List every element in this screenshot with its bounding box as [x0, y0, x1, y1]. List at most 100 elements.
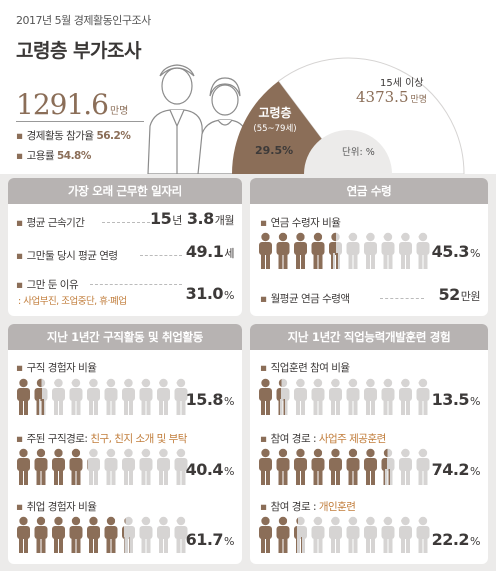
person-icon [276, 232, 290, 269]
elderly-population-unit: 만명 [109, 106, 129, 117]
unit-note: 단위: % [342, 147, 375, 158]
row-training-personal-value: 22.2% [432, 530, 481, 549]
person-icon [139, 516, 153, 553]
person-icon [399, 232, 412, 269]
row-pension-amount-value: 52만원 [438, 285, 480, 304]
row-search-route-value: 40.4% [186, 460, 235, 479]
donut-rest-label: 15세 이상 [380, 78, 424, 89]
row-accent-text: 친구, 친지 소개 및 부탁 [90, 433, 187, 445]
bullet-icon: ▪ [16, 279, 23, 291]
value-unit: % [470, 465, 480, 478]
stat-participation: ▪ 경제활동 참가율 56.2% [16, 128, 131, 143]
person-icon [364, 448, 377, 485]
pension-ratio-people [259, 232, 430, 269]
panel-title: 연금 수령 [250, 178, 488, 204]
person-icon [157, 516, 170, 553]
bullet-icon: ▪ [260, 433, 267, 445]
panel-title: 지난 1년간 구직활동 및 취업활동 [8, 324, 242, 350]
person-icon [416, 232, 430, 269]
person-icon [276, 516, 290, 553]
bullet-icon: ▪ [16, 501, 23, 513]
donut-rest-slice [277, 57, 465, 174]
value-number: 13.5 [431, 390, 470, 409]
bullet-icon: ▪ [16, 217, 23, 229]
value-number: 31.0 [185, 284, 224, 303]
person-icon [139, 378, 153, 415]
bullet-icon: ▪ [260, 501, 267, 513]
person-icon [416, 516, 430, 553]
person-icon [416, 378, 430, 415]
person-icon [34, 516, 48, 553]
person-icon [399, 448, 412, 485]
header-section: 2017년 5월 경제활동인구조사 고령층 부가조사 1291.6 만명 ▪ 경제활… [0, 0, 496, 174]
row-age-value: 49.1세 [185, 242, 235, 261]
page-title: 고령층 부가조사 [16, 40, 141, 62]
value-unit: 년 [172, 214, 182, 227]
panel-title: 가장 오래 근무한 일자리 [8, 178, 242, 204]
donut-rest-number: 4373.5 [356, 88, 409, 106]
value-number: 49.1 [185, 242, 224, 261]
bullet-icon: ▪ [16, 150, 23, 162]
person-icon [157, 448, 170, 485]
person-icon [174, 516, 188, 553]
person-icon [311, 232, 325, 269]
row-search-ratio-label: ▪ 구직 경험자 비율 [16, 360, 97, 375]
elderly-population: 1291.6 만명 [16, 88, 128, 121]
dotted-leader [380, 298, 424, 299]
person-icon [174, 378, 188, 415]
person-icon [364, 378, 377, 415]
person-icon [329, 378, 342, 415]
person-icon [69, 378, 83, 415]
value-number: 61.7 [185, 530, 224, 549]
person-icon [69, 516, 83, 553]
donut-rest-value: 4373.5 만명 [356, 88, 427, 106]
row-label-text: 월평균 연금 수령액 [270, 293, 350, 305]
panel-job-search: 지난 1년간 구직활동 및 취업활동 ▪ 구직 경험자 비율 15.8% ▪ 주된 … [8, 324, 242, 564]
person-icon [381, 516, 395, 553]
person-icon [104, 378, 118, 415]
stat-value: 54.8% [56, 150, 91, 162]
person-icon [17, 378, 30, 415]
row-tenure-value: 15년 3.8개월 [150, 209, 235, 228]
person-icon [17, 516, 30, 553]
person-icon [276, 448, 290, 485]
bullet-icon: ▪ [260, 217, 267, 229]
value-number: 52 [438, 285, 460, 304]
value-unit: 개월 [214, 214, 235, 227]
training-employer-people [259, 448, 430, 485]
person-icon [346, 378, 360, 415]
search-ratio-people [17, 378, 188, 415]
row-accent-text: 사업주 제공훈련 [318, 433, 386, 445]
row-label-text: 평균 근속기간 [26, 217, 85, 229]
value-unit: % [470, 247, 480, 260]
row-training-employer-value: 74.2% [432, 460, 481, 479]
donut-slice-sub: (55~79세) [253, 124, 297, 134]
training-personal-people [259, 516, 430, 553]
bullet-icon: ▪ [16, 362, 23, 374]
person-icon [294, 232, 307, 269]
person-icon [364, 232, 377, 269]
value-number: 3.8 [186, 209, 214, 228]
bullet-icon: ▪ [16, 130, 23, 142]
person-icon [34, 448, 48, 485]
person-icon [311, 378, 325, 415]
bullet-icon: ▪ [16, 433, 23, 445]
donut-slice-percent: 29.5% [255, 144, 294, 157]
row-label-text: 참여 경로 : [270, 501, 317, 513]
bullet-icon: ▪ [260, 293, 267, 305]
row-label-text: 그만 둔 이유 [26, 279, 79, 291]
person-icon [399, 378, 412, 415]
person-icon [346, 448, 360, 485]
row-label-text: 직업훈련 참여 비율 [270, 362, 350, 374]
person-icon [311, 448, 325, 485]
person-icon [52, 378, 65, 415]
value-unit: 세 [224, 247, 234, 260]
person-icon [259, 232, 272, 269]
person-icon [311, 516, 325, 553]
person-icon [122, 448, 135, 485]
person-icon [87, 516, 100, 553]
person-icon [364, 516, 377, 553]
row-accent-text: 개인훈련 [318, 501, 356, 513]
row-training-ratio-value: 13.5% [431, 390, 481, 409]
person-icon [259, 378, 272, 415]
